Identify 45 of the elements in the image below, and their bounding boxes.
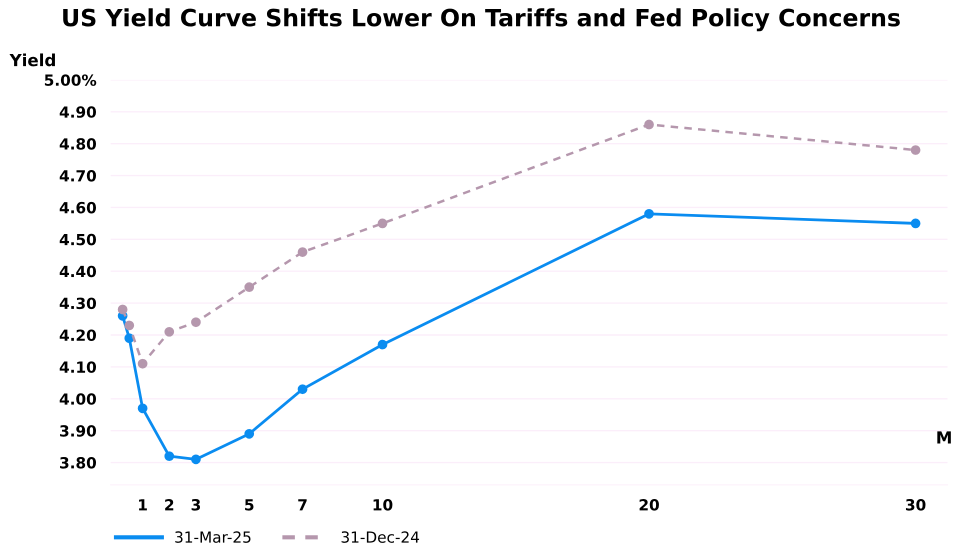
x-tick-label: 3 xyxy=(192,499,200,511)
point xyxy=(378,218,388,228)
chart-title: US Yield Curve Shifts Lower On Tariffs and Fed Policy Concerns xyxy=(63,8,900,32)
y-tick-label: 3.90 xyxy=(60,425,96,437)
y-axis-title: Yield xyxy=(9,53,55,66)
y-tick-label: 4.60 xyxy=(60,202,96,214)
point xyxy=(644,208,654,219)
point xyxy=(118,304,128,314)
x-tick-label: 30 xyxy=(906,499,926,511)
point xyxy=(298,384,308,394)
y-tick-label: 3.80 xyxy=(60,457,96,469)
y-tick-label: 4.00 xyxy=(60,393,96,405)
point xyxy=(910,145,920,155)
x-tick-label: 1 xyxy=(139,499,147,510)
x-tick-label: 10 xyxy=(374,499,392,511)
point xyxy=(164,326,174,337)
legend-label: 31-Dec-24 xyxy=(342,531,420,543)
point xyxy=(244,428,254,439)
point xyxy=(124,320,134,330)
y-tick-label: 4.10 xyxy=(60,361,96,373)
point xyxy=(191,317,201,328)
point xyxy=(378,340,388,350)
legend-label: 31-Mar-25 xyxy=(175,531,250,543)
y-tick-label: 4.20 xyxy=(60,329,96,342)
point xyxy=(124,333,134,344)
point xyxy=(164,451,174,462)
point xyxy=(244,282,254,292)
x-axis-title: M xyxy=(937,431,951,444)
y-tick-label: 4.70 xyxy=(60,170,96,182)
y-tick-label: 4.30 xyxy=(60,298,96,310)
point xyxy=(644,120,654,130)
point xyxy=(138,403,148,414)
y-tick-label: 4.50 xyxy=(60,234,96,246)
point xyxy=(910,218,920,228)
x-tick-label: 5 xyxy=(245,499,254,511)
x-tick-label: 7 xyxy=(298,499,307,510)
point xyxy=(191,454,201,464)
y-tick-label: 4.90 xyxy=(60,106,96,118)
point xyxy=(298,247,308,257)
x-tick-label: 20 xyxy=(640,499,659,511)
y-tick-label: 4.40 xyxy=(60,266,96,278)
y-tick-label: 4.80 xyxy=(60,138,96,150)
x-tick-label: 2 xyxy=(165,499,174,510)
y-tick-label: 5.00% xyxy=(44,74,96,86)
point xyxy=(138,358,148,369)
